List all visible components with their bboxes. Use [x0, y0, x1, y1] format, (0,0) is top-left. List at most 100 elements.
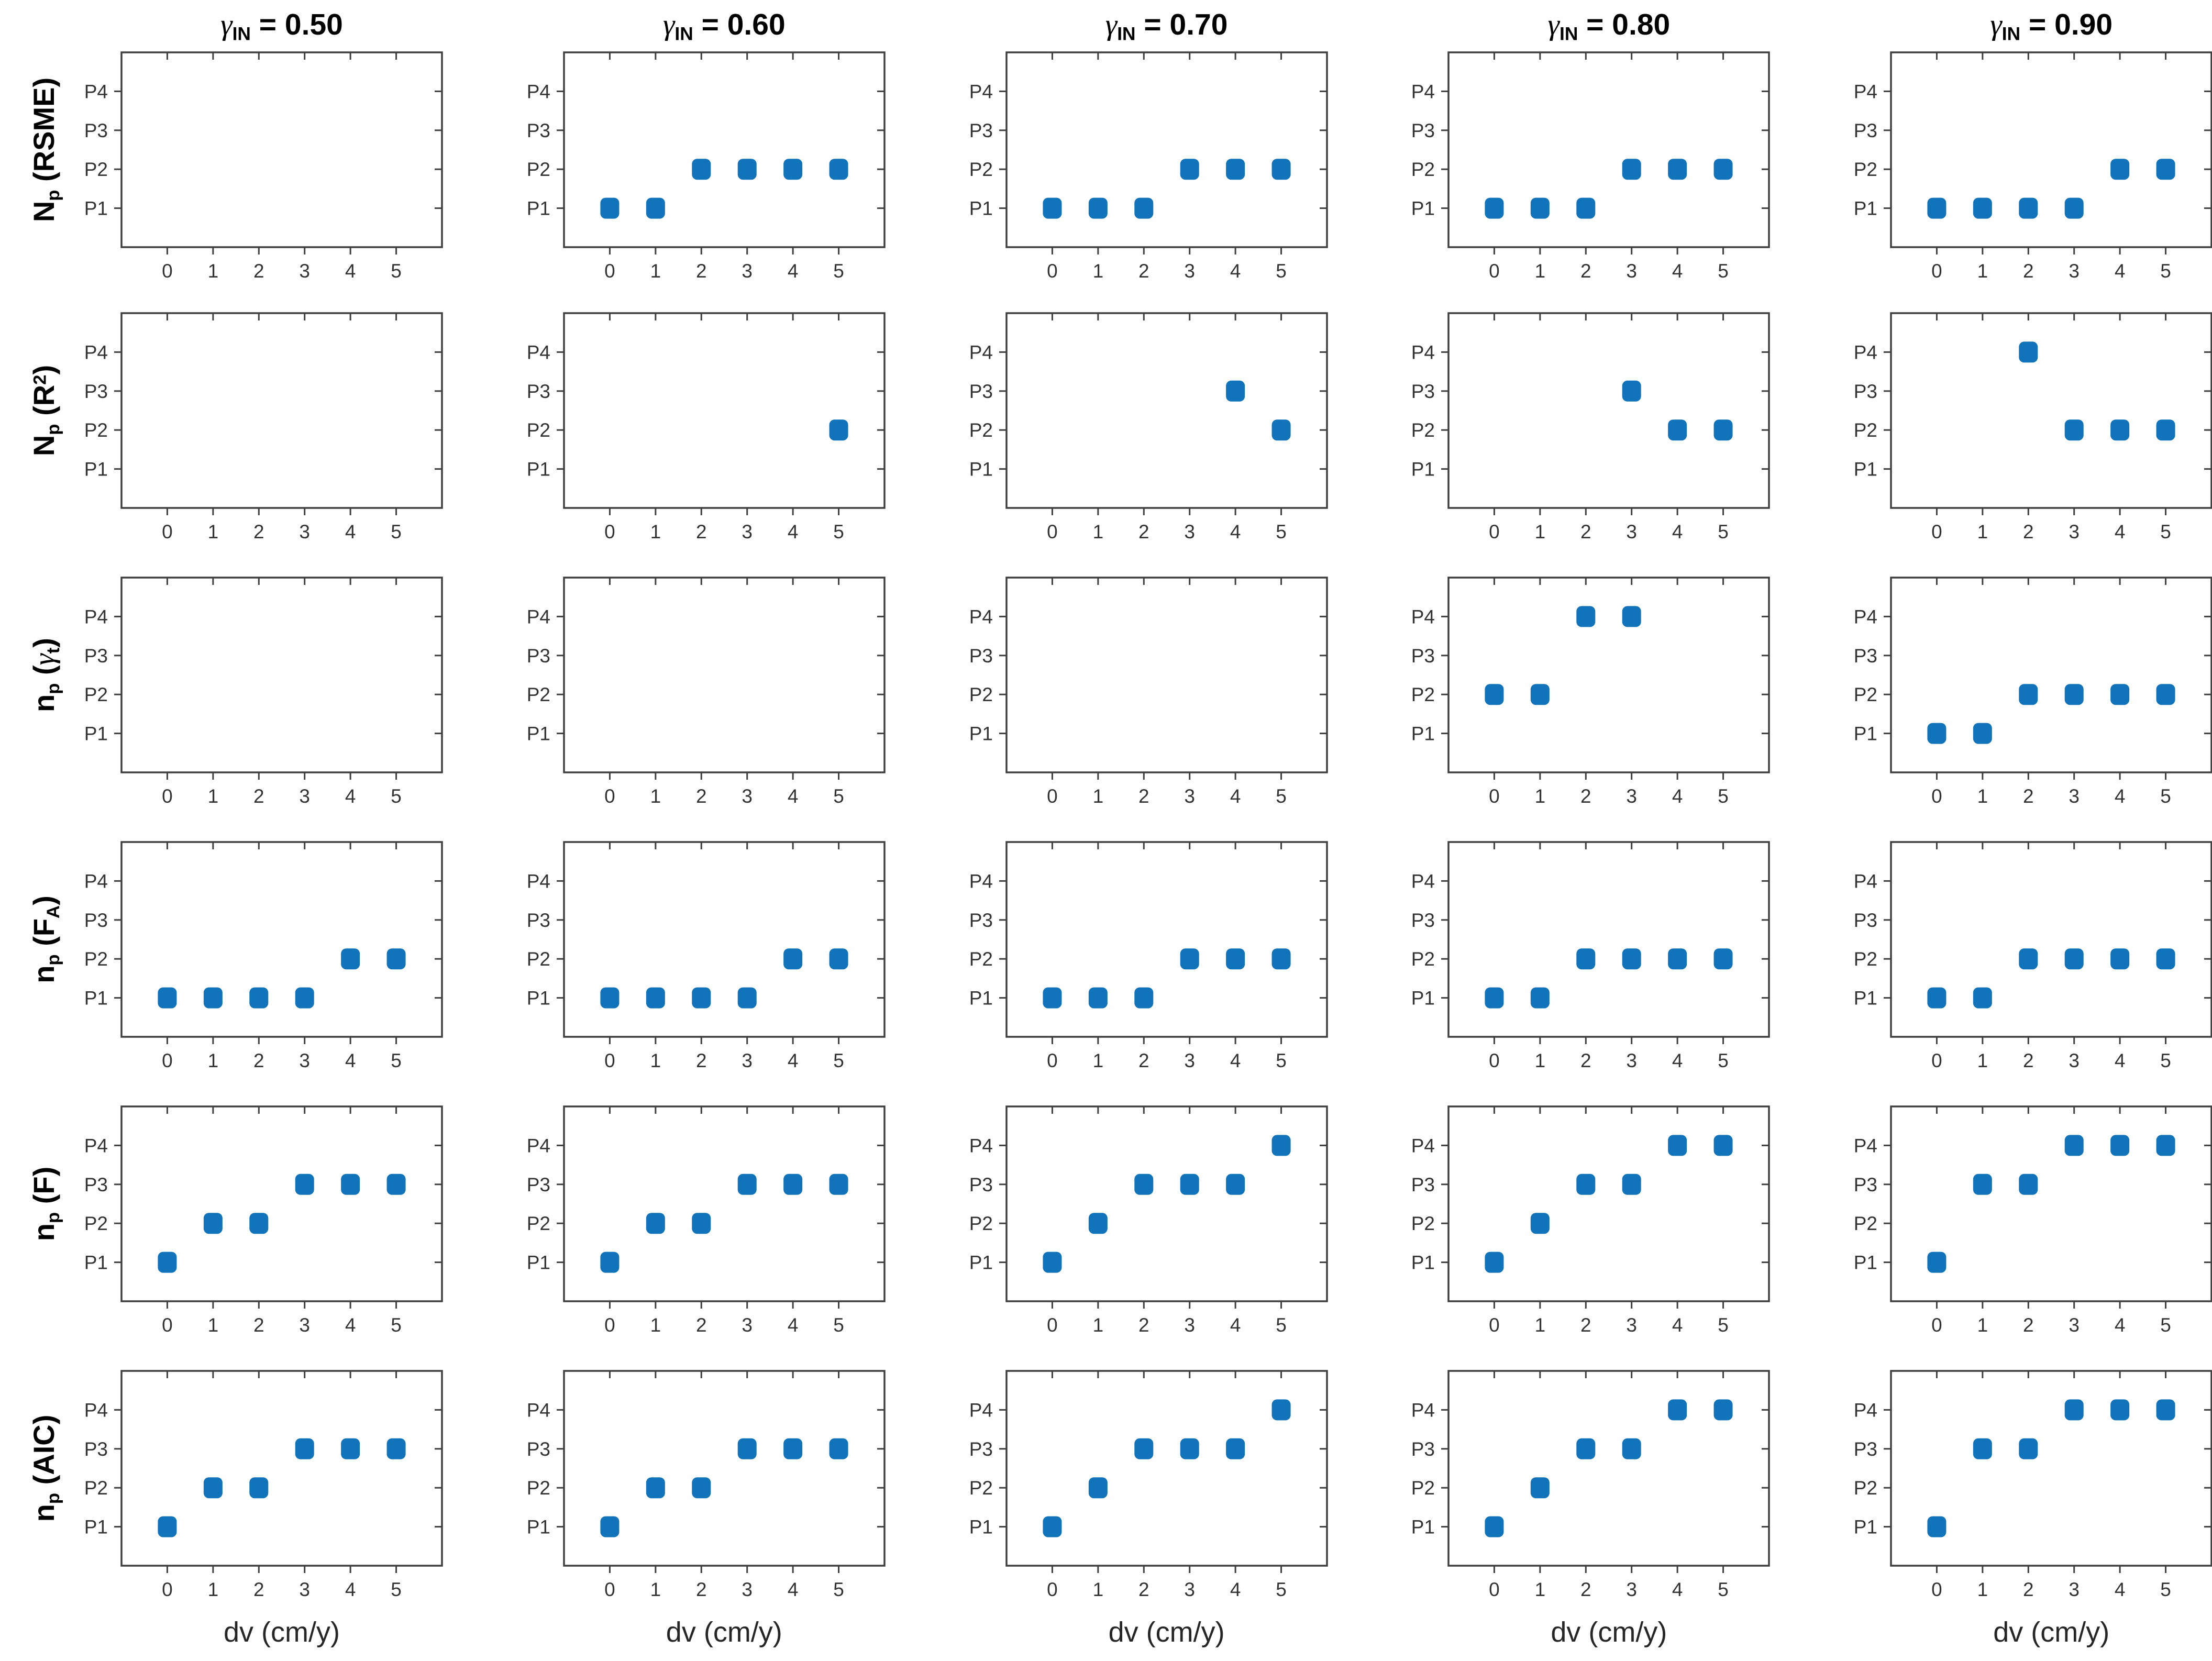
x-tick-label: 5	[1718, 785, 1729, 807]
x-tick-label: 2	[1138, 260, 1149, 282]
x-tick-label: 1	[1092, 1579, 1103, 1600]
y-tick-label: P2	[1411, 419, 1435, 441]
y-tick-label: P2	[84, 419, 108, 441]
y-tick-label: P2	[527, 159, 550, 180]
x-tick-label: 3	[1184, 260, 1195, 282]
y-tick-label: P2	[1854, 948, 1877, 970]
x-tick-label: 5	[391, 1050, 402, 1071]
data-point	[1271, 419, 1291, 441]
data-point	[1225, 1173, 1245, 1195]
y-tick-label: P3	[969, 910, 992, 931]
y-tick-label: P2	[1411, 1213, 1435, 1234]
data-point	[1973, 197, 1993, 219]
y-tick-label: P1	[969, 1252, 992, 1274]
x-tick-label: 4	[1230, 1050, 1241, 1071]
subplot-r1c5: γIN = 0.90 0 1 2 3 4 5 P1 P2 P3 P4	[1769, 0, 2212, 283]
y-tick-label: P4	[1854, 81, 1877, 102]
x-tick-label: 1	[1092, 1314, 1103, 1336]
subplot-r6c5: 0 1 2 3 4 5 P1 P2 P3 P4 dv (cm/y)	[1769, 1341, 2212, 1661]
plot-area: 0 1 2 3 4 5 P1 P2 P3 P4	[527, 312, 886, 542]
x-tick-label: 3	[1627, 260, 1638, 282]
data-point	[1622, 606, 1642, 627]
y-tick-label: P2	[1411, 1477, 1435, 1499]
y-tick-label: P3	[527, 910, 550, 931]
x-axis-label: dv (cm/y)	[666, 1616, 782, 1648]
data-point	[2019, 341, 2038, 363]
data-point	[1973, 1438, 1993, 1459]
x-tick-label: 1	[650, 1579, 661, 1600]
y-tick-label: P2	[1411, 159, 1435, 180]
data-point	[646, 1477, 665, 1499]
y-tick-label: P2	[84, 1213, 108, 1234]
x-tick-label: 1	[1092, 785, 1103, 807]
data-point	[600, 197, 620, 219]
x-tick-label: 2	[1138, 521, 1149, 542]
y-tick-label: P4	[969, 1135, 992, 1156]
y-tick-label: P2	[969, 948, 992, 970]
label-segment: IN	[1117, 24, 1136, 45]
x-tick-label: 2	[253, 1579, 264, 1600]
y-tick-label: P4	[1854, 1135, 1877, 1156]
axes-box	[120, 312, 443, 509]
y-tick-label: P4	[84, 1135, 108, 1156]
x-tick-label: 2	[696, 260, 707, 282]
plot-area: 0 1 2 3 4 5 P1 P2 P3 P4	[1854, 51, 2212, 282]
data-point	[2064, 1399, 2084, 1421]
x-tick-label: 4	[788, 1314, 799, 1336]
data-point	[1531, 197, 1550, 219]
subplot-r1c1: γIN = 0.50 Np (RSME) 0 1 2 3 4 5 P1 P2 P3 P4	[0, 0, 443, 283]
label-segment: = 0.90	[2020, 8, 2113, 41]
x-tick-label: 4	[2115, 1579, 2126, 1600]
label-segment: = 0.60	[693, 8, 786, 41]
x-tick-label: 5	[833, 521, 844, 542]
x-tick-label: 0	[162, 1050, 173, 1071]
label-segment: = 0.80	[1578, 8, 1671, 41]
plot-area: 0 1 2 3 4 5 P1 P2 P3 P4	[1411, 841, 1771, 1071]
x-tick-label: 2	[253, 1314, 264, 1336]
y-tick-label: P2	[1854, 159, 1877, 180]
y-tick-label: P4	[527, 81, 550, 102]
axes-box	[563, 577, 886, 773]
x-tick-label: 1	[1092, 521, 1103, 542]
x-tick-label: 5	[2160, 1050, 2171, 1071]
x-tick-label: 0	[604, 1579, 615, 1600]
y-tick-label: P4	[527, 1399, 550, 1421]
data-point	[829, 1173, 848, 1195]
y-tick-label: P4	[1411, 1135, 1435, 1156]
data-point	[1088, 987, 1108, 1009]
x-tick-label: 0	[1931, 1314, 1942, 1336]
y-tick-label: P3	[969, 645, 992, 667]
data-point	[1271, 159, 1291, 180]
x-tick-label: 1	[1977, 1050, 1988, 1071]
label-segment: γ	[1990, 8, 2002, 41]
data-point	[2110, 1135, 2130, 1156]
y-tick-label: P1	[969, 198, 992, 219]
x-tick-label: 5	[391, 260, 402, 282]
y-tick-label: P1	[1411, 988, 1435, 1009]
label-segment: = 0.70	[1135, 8, 1228, 41]
x-tick-label: 5	[2160, 260, 2171, 282]
x-tick-label: 0	[1047, 260, 1058, 282]
column-title: γIN = 0.50	[121, 7, 442, 45]
subplot-r3c4: 0 1 2 3 4 5 P1 P2 P3 P4	[1327, 547, 1771, 812]
data-point	[2110, 419, 2130, 441]
y-tick-label: P4	[84, 1399, 108, 1421]
y-tick-label: P3	[969, 1174, 992, 1195]
axes-box	[1890, 841, 2212, 1038]
x-tick-label: 1	[1535, 521, 1546, 542]
y-tick-label: P3	[1854, 910, 1877, 931]
x-tick-label: 3	[2069, 1050, 2080, 1071]
subplot-r3c5: 0 1 2 3 4 5 P1 P2 P3 P4	[1769, 547, 2212, 812]
x-tick-label: 2	[1580, 1050, 1591, 1071]
y-tick-label: P2	[84, 948, 108, 970]
plot-area: 0 1 2 3 4 5 P1 P2 P3 P4	[1411, 51, 1771, 282]
y-tick-label: P2	[1854, 1477, 1877, 1499]
data-point	[1485, 1516, 1504, 1537]
x-tick-label: 0	[1931, 521, 1942, 542]
x-tick-label: 3	[2069, 785, 2080, 807]
x-tick-label: 5	[2160, 1579, 2171, 1600]
y-tick-label: P4	[1854, 870, 1877, 892]
y-tick-label: P4	[1411, 870, 1435, 892]
x-tick-label: 5	[1718, 1579, 1729, 1600]
y-tick-label: P3	[84, 120, 108, 141]
